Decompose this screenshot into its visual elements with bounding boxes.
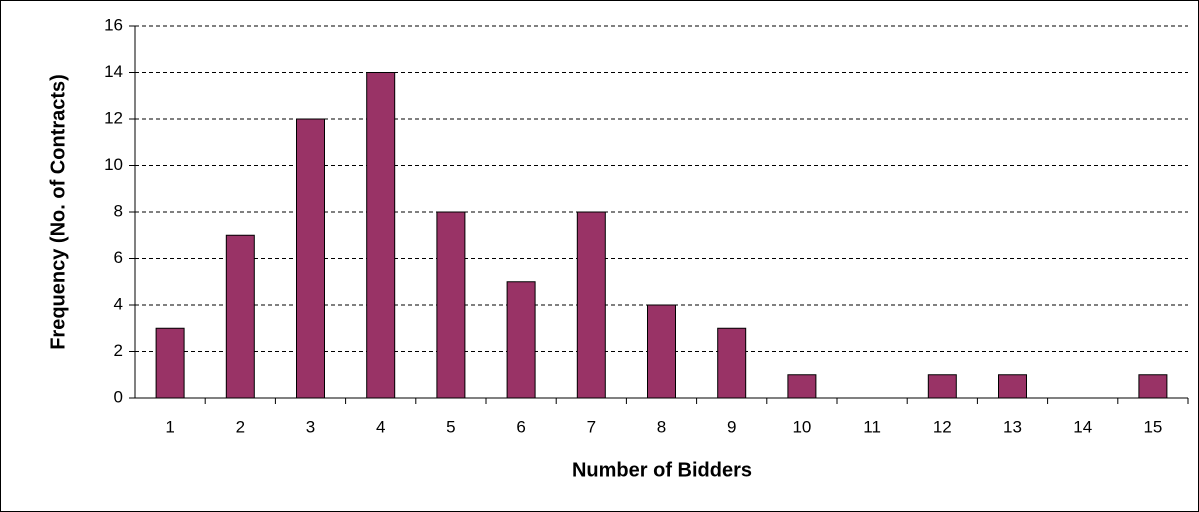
- bar: [1138, 374, 1168, 399]
- x-tick-label: 4: [376, 417, 385, 436]
- x-tick-label: 14: [1073, 417, 1092, 436]
- y-tick-label: 16: [104, 15, 123, 34]
- x-tick-label: 8: [657, 417, 666, 436]
- bar: [225, 234, 255, 399]
- x-tick-label: 6: [516, 417, 525, 436]
- x-axis-title: Number of Bidders: [572, 459, 752, 481]
- y-tick-label: 6: [114, 248, 123, 267]
- x-tick-label: 1: [165, 417, 174, 436]
- y-tick-label: 14: [104, 62, 123, 81]
- y-tick-label: 4: [114, 294, 123, 313]
- x-tick-label: 12: [933, 417, 952, 436]
- bar: [787, 374, 817, 399]
- y-tick-label: 10: [104, 155, 123, 174]
- y-axis-title: Frequency (No. of Contracts): [47, 74, 69, 350]
- x-tick-label: 15: [1143, 417, 1162, 436]
- y-tick-label: 12: [104, 108, 123, 127]
- y-tick-label: 8: [114, 201, 123, 220]
- x-tick-label: 5: [446, 417, 455, 436]
- bar: [436, 211, 466, 399]
- x-tick-label: 3: [306, 417, 315, 436]
- y-tick-label: 0: [114, 387, 123, 406]
- x-tick-label: 9: [727, 417, 736, 436]
- bar: [366, 72, 396, 399]
- x-tick-label: 11: [863, 417, 881, 436]
- x-tick-label: 2: [236, 417, 245, 436]
- y-tick-label: 2: [114, 341, 123, 360]
- bar: [506, 281, 536, 399]
- bar: [717, 327, 747, 399]
- bar: [647, 304, 676, 399]
- bar: [576, 211, 606, 399]
- x-tick-label: 13: [1003, 417, 1022, 436]
- bar: [296, 118, 325, 399]
- bar: [998, 374, 1027, 399]
- x-tick-label: 7: [587, 417, 596, 436]
- bar: [155, 327, 185, 399]
- bar: [927, 374, 957, 399]
- x-tick-label: 10: [792, 417, 811, 436]
